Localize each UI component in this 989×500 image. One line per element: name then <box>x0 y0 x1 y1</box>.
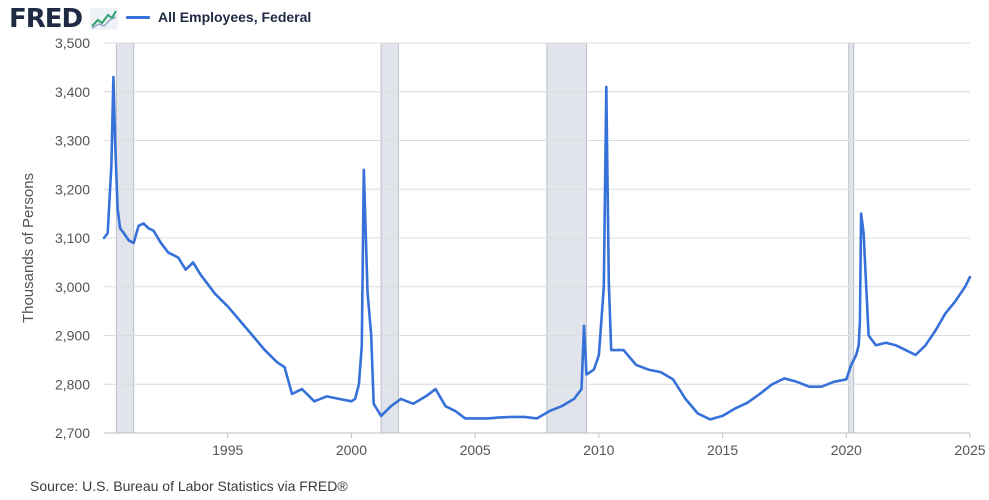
y-tick-label: 3,200 <box>55 181 90 197</box>
x-tick-label: 2015 <box>707 442 738 458</box>
y-tick-label: 2,700 <box>55 425 90 441</box>
x-tick-label: 2000 <box>336 442 367 458</box>
trend-line-icon <box>90 8 118 30</box>
legend-series-label[interactable]: All Employees, Federal <box>158 9 312 25</box>
y-axis-title: Thousands of Persons <box>20 173 37 323</box>
line-chart: 2,700 2,800 2,900 3,000 3,100 3,200 3,300 3,400… <box>20 35 986 458</box>
y-axis-ticks: 2,700 2,800 2,900 3,000 3,100 3,200 3,300 3,400… <box>55 35 90 441</box>
x-tick-label: 2025 <box>954 442 985 458</box>
source-note: Source: U.S. Bureau of Labor Statistics … <box>30 478 348 494</box>
y-tick-label: 2,800 <box>55 376 90 392</box>
chart-header: FRED All Employees, Federal <box>0 0 989 40</box>
y-tick-label: 2,900 <box>55 328 90 344</box>
x-tick-label: 1995 <box>212 442 243 458</box>
fred-logo[interactable]: FRED <box>9 4 83 34</box>
series-line[interactable] <box>102 75 972 421</box>
x-axis-ticks: 1995 2000 2005 2010 2015 2020 2025 <box>104 432 986 458</box>
series-layer[interactable] <box>102 75 972 421</box>
y-tick-label: 3,300 <box>55 133 90 149</box>
y-tick-label: 3,100 <box>55 230 90 246</box>
x-tick-label: 2005 <box>460 442 491 458</box>
y-tick-label: 3,500 <box>55 35 90 51</box>
x-tick-label: 2010 <box>583 442 614 458</box>
legend-swatch <box>126 15 150 19</box>
chart-legend: All Employees, Federal <box>126 9 311 25</box>
y-tick-label: 3,400 <box>55 84 90 100</box>
y-tick-label: 3,000 <box>55 279 90 295</box>
x-tick-label: 2020 <box>831 442 862 458</box>
